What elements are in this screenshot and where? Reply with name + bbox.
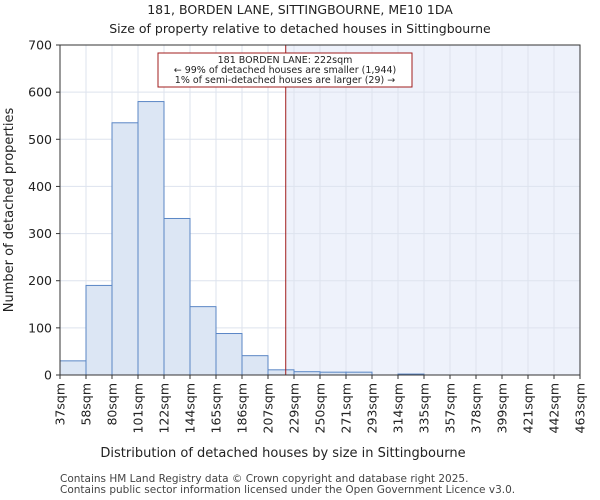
x-tick-label: 271sqm <box>339 383 354 433</box>
annotation-frame <box>157 52 413 88</box>
x-tick-label: 229sqm <box>287 383 302 433</box>
y-tick-label: 200 <box>28 273 52 288</box>
annotation-box: 181 BORDEN LANE: 222sqm ← 99% of detache… <box>157 52 413 88</box>
bar <box>189 306 217 376</box>
chart-title-line1: 181, BORDEN LANE, SITTINGBOURNE, ME10 1D… <box>147 2 453 17</box>
y-tick-label: 100 <box>28 320 52 335</box>
footer-line2: Contains public sector information licen… <box>60 484 516 496</box>
x-tick-label: 186sqm <box>235 383 250 433</box>
chart-title-line2: Size of property relative to detached ho… <box>109 21 491 36</box>
x-tick-label: 144sqm <box>183 383 198 433</box>
bar <box>85 284 113 376</box>
x-tick-label: 335sqm <box>417 383 432 433</box>
y-tick-label: 300 <box>28 226 52 241</box>
y-tick-label: 400 <box>28 179 52 194</box>
x-tick-label: 80sqm <box>105 383 120 426</box>
x-tick-label: 250sqm <box>313 383 328 433</box>
bar <box>215 333 243 376</box>
bar <box>111 122 139 376</box>
bar <box>137 101 165 376</box>
y-tick-label: 600 <box>28 85 52 100</box>
x-tick-label: 122sqm <box>157 383 172 433</box>
x-tick-label: 357sqm <box>443 383 458 433</box>
x-tick-label: 314sqm <box>391 383 406 433</box>
annotation-line2: ← 99% of detached houses are smaller (1,… <box>174 65 397 76</box>
bar <box>163 217 191 376</box>
x-axis-ticks: 37sqm 58sqm 80sqm 101sqm 122sqm 144sqm 165sqm 1… <box>53 375 588 433</box>
x-tick-label: 293sqm <box>365 383 380 433</box>
y-axis-ticks: 0 100 200 300 400 500 600 700 <box>28 38 60 383</box>
bars <box>59 101 425 376</box>
y-tick-label: 700 <box>28 38 52 53</box>
x-tick-label: 37sqm <box>53 383 68 426</box>
annotation-line3: 1% of semi-detached houses are larger (2… <box>175 75 395 86</box>
x-tick-label: 378sqm <box>469 383 484 433</box>
bar <box>267 369 295 376</box>
annotation-line1: 181 BORDEN LANE: 222sqm <box>218 55 353 66</box>
y-axis-label: Number of detached properties <box>2 108 17 313</box>
x-tick-label: 463sqm <box>573 383 588 433</box>
x-tick-label: 399sqm <box>495 383 510 433</box>
x-tick-label: 58sqm <box>79 383 94 426</box>
larger-than-property-shade <box>285 45 580 375</box>
x-tick-label: 442sqm <box>547 383 562 433</box>
y-tick-label: 500 <box>28 132 52 147</box>
footer-line1: Contains HM Land Registry data © Crown c… <box>60 473 469 485</box>
x-tick-label: 207sqm <box>261 383 276 433</box>
bar <box>59 360 87 376</box>
y-tick-label: 0 <box>44 368 52 383</box>
x-tick-label: 101sqm <box>131 383 146 433</box>
x-axis-label: Distribution of detached houses by size … <box>100 446 465 461</box>
x-tick-label: 165sqm <box>209 383 224 433</box>
bar <box>241 355 269 376</box>
x-tick-label: 421sqm <box>521 383 536 433</box>
